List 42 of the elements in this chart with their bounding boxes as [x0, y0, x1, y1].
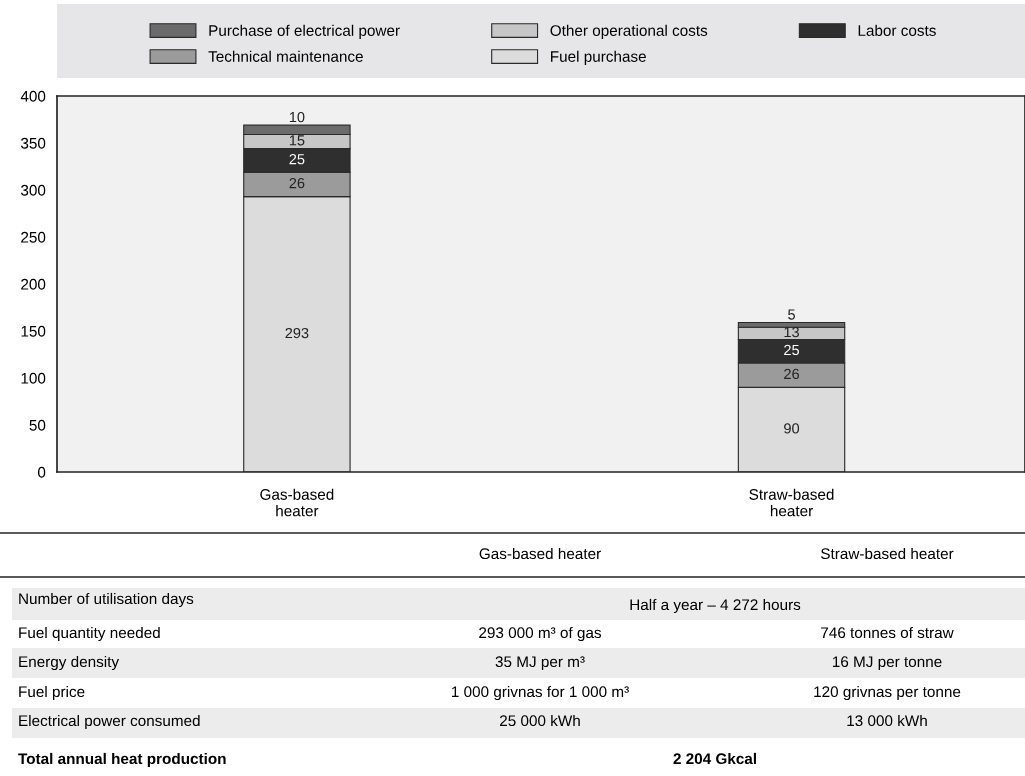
- text: Fuel price: [19, 685, 85, 701]
- y-tick-label: 350: [20, 137, 46, 149]
- data-label: 25: [784, 344, 800, 356]
- data-label: 293: [285, 327, 309, 339]
- text: Total annual heat production: [18, 752, 226, 768]
- data-label: 26: [784, 368, 799, 380]
- text: 1 000 grivnas for 1 000 m³: [452, 685, 629, 701]
- legend-label: Fuel purchase: [551, 50, 646, 65]
- text: Energy density: [19, 655, 120, 671]
- y-tick-label: 0: [37, 466, 46, 478]
- y-tick-label: 50: [29, 419, 46, 431]
- text: Gas-based heater: [479, 547, 601, 560]
- y-tick-label: 200: [21, 278, 46, 290]
- data-label: 25: [289, 153, 305, 165]
- y-tick-label: 300: [20, 184, 46, 196]
- y-tick-label: 250: [21, 231, 46, 243]
- text: 25 000 kWh: [500, 714, 580, 727]
- text: Fuel quantity needed: [19, 626, 160, 642]
- y-tick-label: 150: [21, 325, 46, 337]
- text: Half a year – 4 272 hours: [630, 598, 801, 614]
- text: 746 tonnes of straw: [821, 626, 954, 639]
- y-tick-label: 100: [21, 372, 46, 384]
- legend-label: Technical maintenance: [208, 50, 363, 62]
- data-label: 15: [289, 135, 305, 146]
- legend-label: Other operational costs: [550, 24, 708, 39]
- text: 2 204 Gkcal: [673, 752, 756, 765]
- data-label: 90: [784, 423, 800, 434]
- text: 120 grivnas per tonne: [814, 685, 961, 701]
- text: Electrical power consumed: [19, 714, 200, 730]
- text: 13 000 kWh: [847, 714, 927, 727]
- data-label: 26: [289, 177, 305, 189]
- data-label: 10: [289, 111, 305, 123]
- text: Straw-based heater: [821, 547, 954, 560]
- text: 293 000 m³ of gas: [479, 626, 602, 642]
- data-label: 5: [788, 309, 795, 320]
- legend-label: Purchase of electrical power: [209, 24, 400, 39]
- legend-label: Labor costs: [858, 24, 936, 36]
- text: 35 MJ per m³: [495, 656, 585, 671]
- y-tick-label: 400: [20, 90, 46, 102]
- text: Number of utilisation days: [19, 592, 194, 608]
- text: 16 MJ per tonne: [832, 656, 942, 671]
- data-label: 13: [784, 326, 799, 338]
